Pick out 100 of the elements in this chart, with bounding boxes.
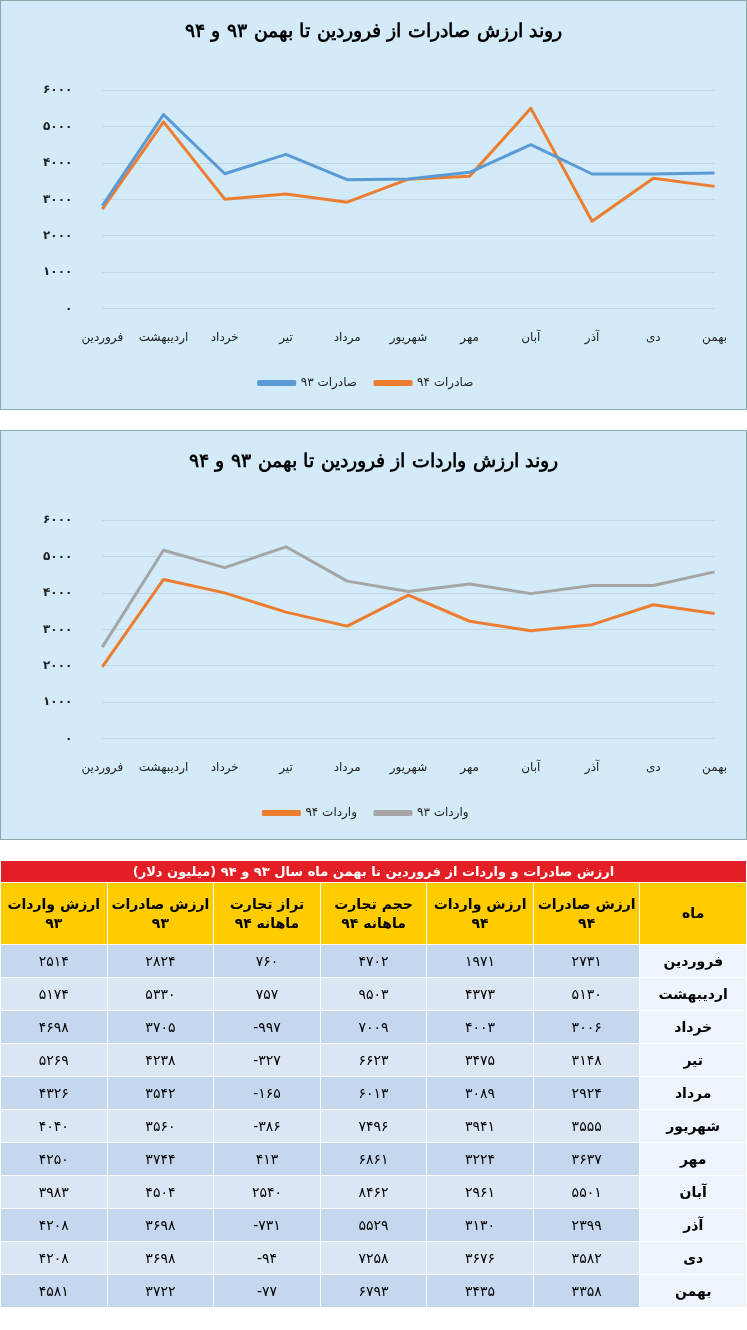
data-label: ۶۷۹۳ [358,1283,389,1299]
x-tick-label: مرداد [333,759,361,775]
legend-label: صادرات ۹۴ [417,375,474,391]
data-label: ۴۶۹۸ [38,1019,69,1035]
y-tick-label: ۵۰۰۰ [43,118,73,133]
data-label: ۴۲۵۰ [38,1151,69,1167]
y-tick-label: شهریور [639,1109,747,1143]
data-label: ۳۹۸۳ [38,1184,69,1200]
data-label: ۳۵۸۲ [571,1250,602,1266]
x-tick-label: مهر [459,329,479,345]
y-tick-label: ۵۰۰۰ [43,548,73,563]
x-tick-label: تراز تجارت ماهانه ۹۴ [213,882,321,945]
data-label: ۳۰۸۹ [465,1085,496,1101]
x-tick-label: ارزش واردات ۹۴ [426,882,534,945]
data-label: ۴۳۲۶ [38,1085,69,1101]
data-label: ۶۰۱۳ [358,1085,389,1101]
data-label: ۹۵۰۳ [358,986,389,1002]
y-tick-label: ۰ [64,300,73,315]
x-tick-label: خرداد [210,759,239,775]
data-label: ۳۹۴۱ [465,1118,496,1134]
data-label: ۳۶۹۸ [145,1250,176,1266]
legend-label: واردات ۹۴ [305,805,358,821]
x-tick-label: شهریور [388,759,428,775]
data-label: ۴۲۰۸ [38,1250,69,1266]
data-label: ۳۶۹۸ [145,1217,176,1233]
y-tick-label: ۲۰۰۰ [43,227,73,242]
data-label: ۳۷۲۲ [145,1283,176,1299]
data-label: ۷۰۰۹ [358,1019,389,1035]
data-label: ۲۵۴۰ [251,1184,282,1200]
x-tick-label: خرداد [210,329,239,345]
data-label: ۴۵۰۴ [145,1184,176,1200]
y-tick-label: بهمن [639,1274,747,1308]
data-label: -۱۶۵ [253,1085,281,1101]
data-label: -۹۴ [256,1250,278,1266]
x-tick-label: فروردین [81,329,124,345]
data-label: ۵۲۶۹ [38,1052,69,1068]
data-label: ۵۵۲۹ [358,1217,389,1233]
data-label: ۳۱۴۸ [571,1052,602,1068]
data-label: ۴۵۸۱ [38,1283,69,1299]
data-label: ۳۴۳۵ [465,1283,496,1299]
data-label: ۵۵۰۱ [571,1184,602,1200]
data-label: ۲۳۹۹ [571,1217,602,1233]
data-label: -۷۷ [256,1283,278,1299]
y-tick-label: آذر [639,1208,747,1242]
data-label: ۲۹۶۱ [465,1184,496,1200]
x-tick-label: ارزش صادرات ۹۳ [107,882,214,945]
x-tick-label: فروردین [81,759,124,775]
x-tick-label: آذر [583,758,600,775]
data-label: ۳۵۶۰ [145,1118,176,1134]
data-label: ۵۱۷۴ [38,986,69,1002]
x-tick-label: تیر [278,759,293,775]
data-label: -۳۲۷ [253,1052,281,1068]
data-label: ۷۶۰ [255,953,279,969]
x-tick-label: آذر [583,328,600,345]
data-label: ۱۹۷۱ [465,953,496,969]
data-label: ۳۳۵۸ [571,1283,602,1299]
y-tick-label: اردیبهشت [639,977,747,1011]
y-tick-label: ۶۰۰۰ [43,512,73,527]
data-label: ۴۲۳۸ [145,1052,176,1068]
data-label: ۴۰۴۰ [38,1118,69,1134]
data-label: ۳۵۴۲ [145,1085,176,1101]
x-tick-label: حجم تجارت ماهانه ۹۴ [320,882,427,945]
y-tick-label: ۴۰۰۰ [43,585,73,600]
y-tick-label: ۱۰۰۰ [43,694,73,709]
data-label: ۳۶۷۶ [465,1250,496,1266]
data-label: ۸۴۶۲ [358,1184,389,1200]
x-tick-label: مرداد [333,329,361,345]
x-tick-label: آبان [521,328,542,344]
x-tick-label: اردیبهشت [138,329,189,345]
data-label: ۲۷۳۱ [571,953,602,969]
data-label: ۳۰۰۶ [571,1019,602,1035]
x-tick-label: آبان [521,758,542,774]
x-tick-label: ارزش واردات ۹۳ [0,882,108,945]
data-label: ۲۸۲۴ [145,953,176,969]
legend-label: واردات ۹۳ [417,805,469,821]
x-tick-label: ارزش صادرات ۹۴ [533,882,640,945]
y-tick-label: ۶۰۰۰ [43,82,73,97]
x-tick-label: مهر [459,759,479,775]
data-label: ۳۲۲۴ [465,1151,496,1167]
y-tick-label: فروردین [639,944,747,978]
data-label: ۳۷۰۵ [145,1019,176,1035]
data-label: ۲۵۱۴ [38,953,69,969]
y-tick-label: ۳۰۰۰ [43,621,73,636]
x-tick-label: شهریور [388,329,428,345]
y-tick-label: مرداد [639,1076,747,1110]
data-label: ۳۵۵۵ [571,1118,602,1134]
data-label: ۳۷۴۴ [145,1151,176,1167]
data-label: ۳۶۳۷ [571,1151,602,1167]
data-label: ۴۰۰۳ [465,1019,496,1035]
y-tick-label: ۲۰۰۰ [43,657,73,672]
data-label: -۳۸۶ [253,1118,281,1134]
data-label: ۲۹۲۴ [571,1085,602,1101]
y-tick-label: آبان [639,1175,747,1209]
data-label: ۷۲۵۸ [358,1250,389,1266]
data-label: ۴۱۳ [255,1151,279,1167]
data-label: ۷۵۷ [255,986,279,1002]
x-tick-label: تیر [278,329,293,345]
data-label: ۳۴۷۵ [465,1052,496,1068]
legend-label: صادرات ۹۳ [300,375,358,391]
x-tick-label: اردیبهشت [138,759,189,775]
